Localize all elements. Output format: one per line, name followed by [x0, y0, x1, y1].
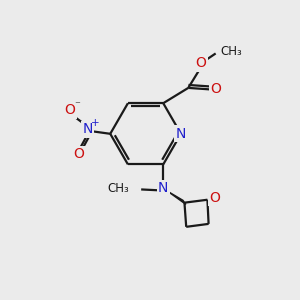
Text: O: O: [64, 103, 75, 117]
Text: O: O: [211, 82, 221, 96]
Text: N: N: [158, 181, 168, 195]
Polygon shape: [167, 191, 186, 204]
Text: O: O: [196, 56, 206, 70]
Text: CH₃: CH₃: [107, 182, 129, 195]
Text: CH₃: CH₃: [220, 45, 242, 58]
Text: O: O: [73, 147, 84, 161]
Text: N: N: [82, 122, 93, 136]
Text: ⁻: ⁻: [74, 100, 80, 110]
Text: N: N: [176, 127, 186, 141]
Text: +: +: [91, 118, 100, 128]
Text: O: O: [209, 191, 220, 205]
